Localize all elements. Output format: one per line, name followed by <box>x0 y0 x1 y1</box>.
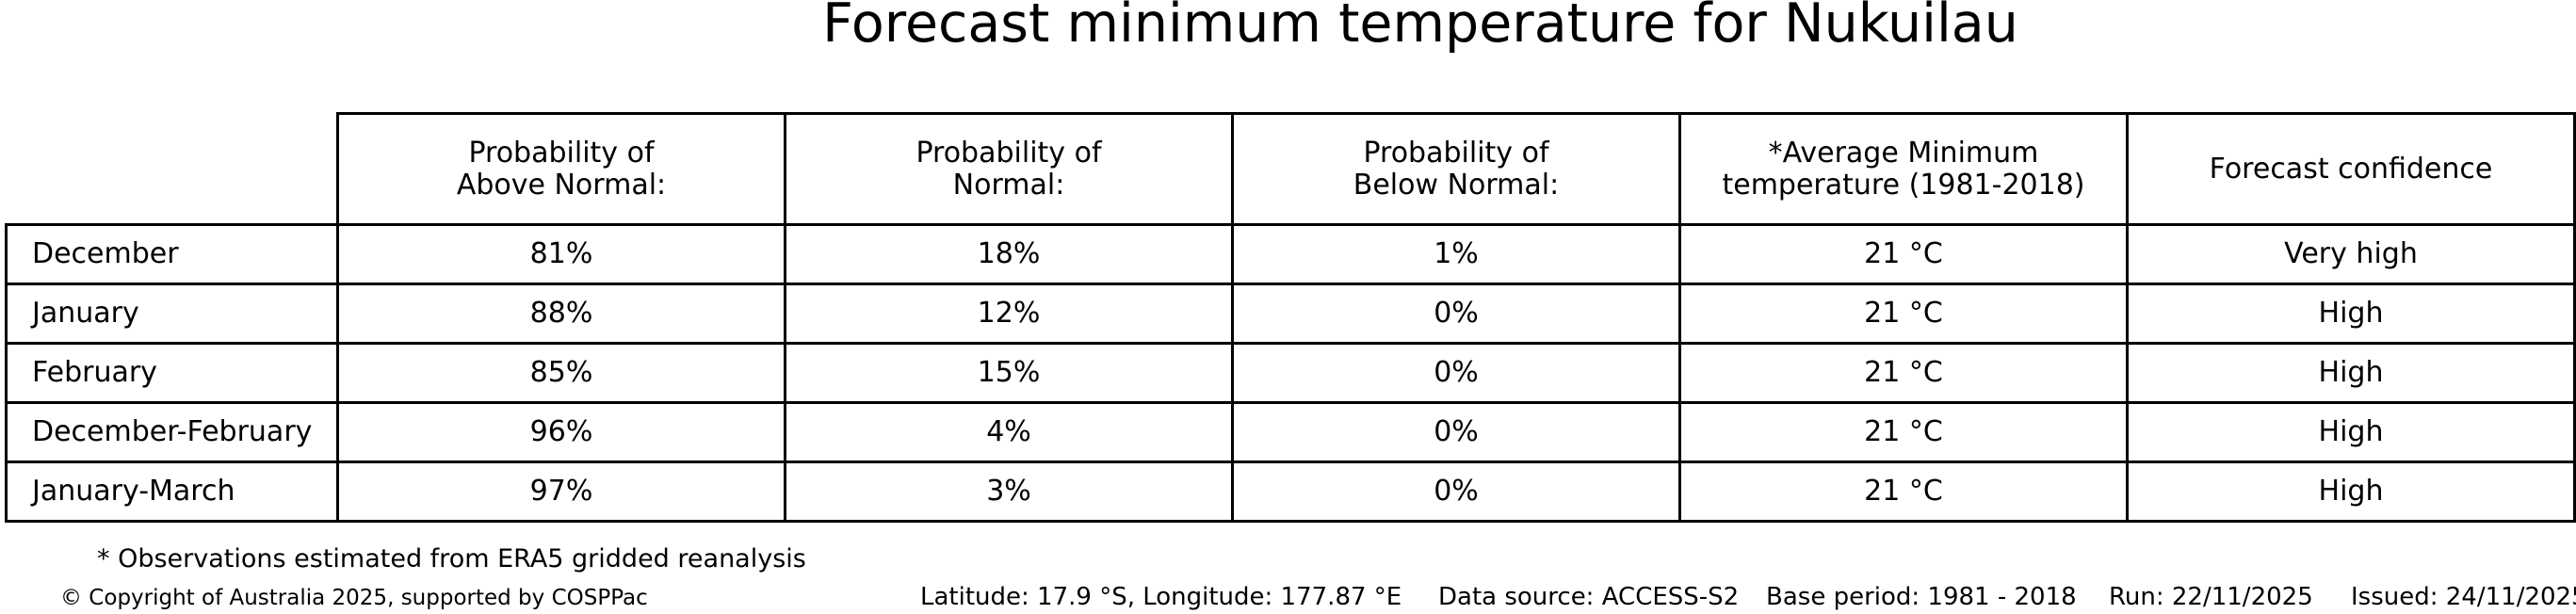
table-row-february: February 85% 15% 0% 21 °C High <box>5 342 2576 404</box>
table-header-row: Probability of Above Normal: Probability… <box>5 112 2576 226</box>
col-header-confidence: Forecast confidence <box>2126 112 2576 226</box>
row-label: December <box>5 223 339 285</box>
table-row-january-march: January-March 97% 3% 0% 21 °C High <box>5 460 2576 523</box>
cell-normal: 12% <box>784 283 1234 345</box>
cell-average-minimum: 21 °C <box>1678 283 2129 345</box>
table-row-december: December 81% 18% 1% 21 °C Very high <box>5 223 2576 285</box>
forecast-table: Probability of Above Normal: Probability… <box>5 112 2576 523</box>
row-label: December-February <box>5 401 339 463</box>
col-header-above-normal: Probability of Above Normal: <box>336 112 786 226</box>
observations-footnote: * Observations estimated from ERA5 gridd… <box>97 544 806 574</box>
page-title: Forecast minimum temperature for Nukuila… <box>822 0 2018 55</box>
cell-average-minimum: 21 °C <box>1678 401 2129 463</box>
col-header-average-minimum: *Average Minimum temperature (1981-2018) <box>1678 112 2129 226</box>
cell-confidence: High <box>2126 283 2576 345</box>
cell-confidence: High <box>2126 460 2576 523</box>
table-row-december-february: December-February 96% 4% 0% 21 °C High <box>5 401 2576 463</box>
cell-confidence: Very high <box>2126 223 2576 285</box>
row-label: February <box>5 342 339 404</box>
cell-above-normal: 85% <box>336 342 786 404</box>
base-period-text: Base period: 1981 - 2018 <box>1766 583 2077 611</box>
cell-above-normal: 96% <box>336 401 786 463</box>
cell-below-normal: 1% <box>1231 223 1681 285</box>
lat-long-text: Latitude: 17.9 °S, Longitude: 177.87 °E <box>920 583 1402 611</box>
cell-above-normal: 88% <box>336 283 786 345</box>
issued-date-text: Issued: 24/11/2025 <box>2351 583 2576 611</box>
corner-spacer <box>5 112 336 226</box>
row-label: January <box>5 283 339 345</box>
cell-normal: 18% <box>784 223 1234 285</box>
col-header-below-normal: Probability of Below Normal: <box>1231 112 1681 226</box>
cell-below-normal: 0% <box>1231 283 1681 345</box>
cell-below-normal: 0% <box>1231 401 1681 463</box>
cell-below-normal: 0% <box>1231 342 1681 404</box>
cell-confidence: High <box>2126 401 2576 463</box>
cell-normal: 4% <box>784 401 1234 463</box>
cell-average-minimum: 21 °C <box>1678 460 2129 523</box>
cell-confidence: High <box>2126 342 2576 404</box>
cell-average-minimum: 21 °C <box>1678 342 2129 404</box>
copyright-text: © Copyright of Australia 2025, supported… <box>60 586 648 610</box>
cell-average-minimum: 21 °C <box>1678 223 2129 285</box>
cell-above-normal: 81% <box>336 223 786 285</box>
cell-normal: 3% <box>784 460 1234 523</box>
data-source-text: Data source: ACCESS-S2 <box>1438 583 1740 611</box>
cell-below-normal: 0% <box>1231 460 1681 523</box>
run-date-text: Run: 22/11/2025 <box>2109 583 2313 611</box>
cell-normal: 15% <box>784 342 1234 404</box>
row-label: January-March <box>5 460 339 523</box>
table-row-january: January 88% 12% 0% 21 °C High <box>5 283 2576 345</box>
col-header-normal: Probability of Normal: <box>784 112 1234 226</box>
cell-above-normal: 97% <box>336 460 786 523</box>
